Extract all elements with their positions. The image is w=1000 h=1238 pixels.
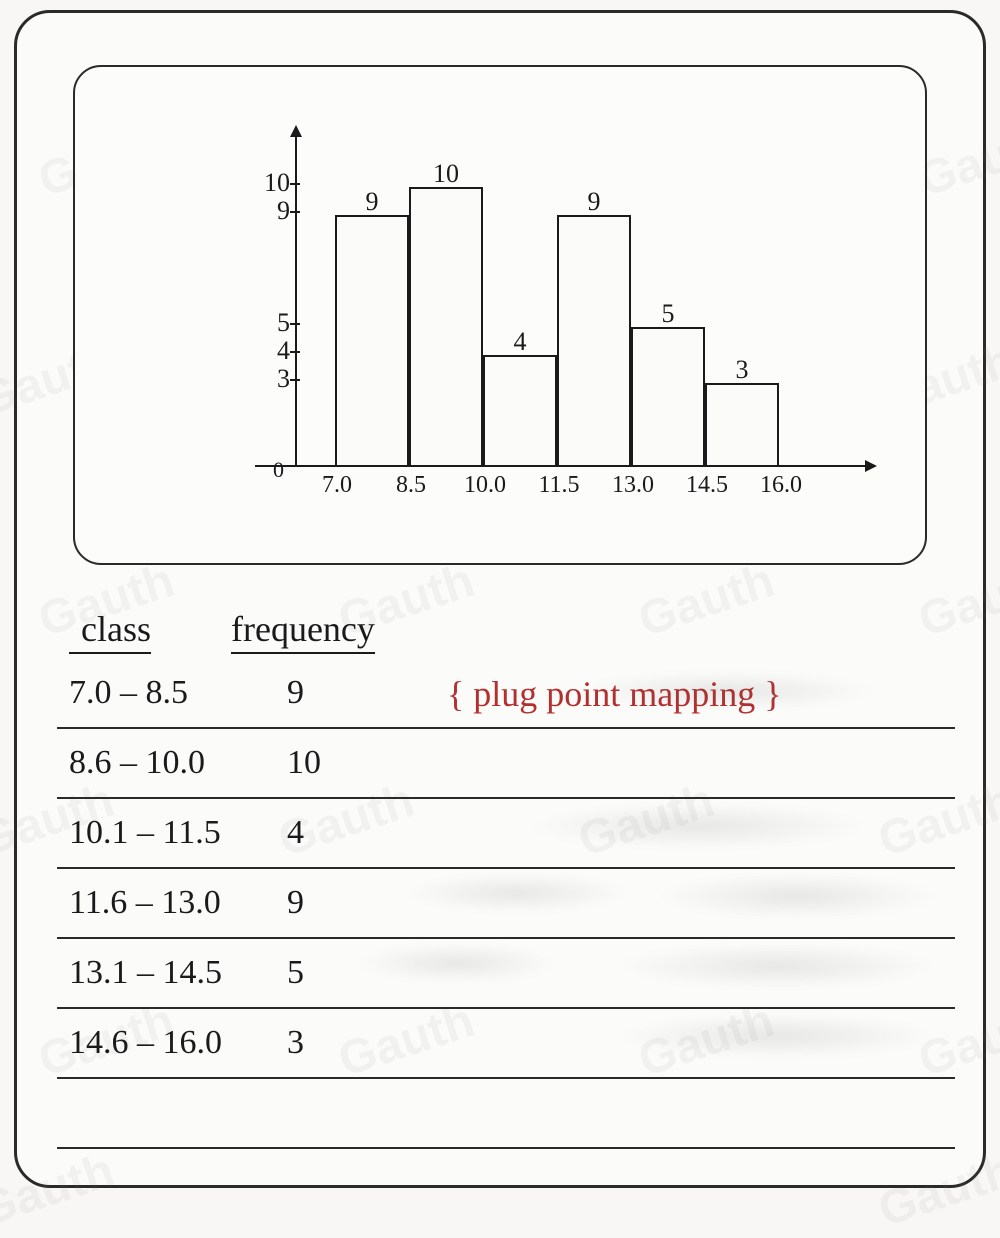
y-tick bbox=[290, 351, 300, 353]
pencil-smudge bbox=[357, 943, 557, 983]
y-tick-label: 9 bbox=[277, 196, 290, 226]
table-row: 8.6 – 10.0 10 bbox=[57, 729, 955, 799]
y-tick-label: 4 bbox=[277, 336, 290, 366]
x-tick-label: 7.0 bbox=[322, 472, 352, 499]
histogram-bar: 4 bbox=[483, 355, 557, 467]
table-cell-freq: 9 bbox=[287, 884, 407, 922]
table-cell-freq: 10 bbox=[287, 744, 407, 782]
y-tick-label: 5 bbox=[277, 308, 290, 338]
table-cell-class: 8.6 – 10.0 bbox=[57, 744, 287, 782]
bar-value-label: 3 bbox=[707, 355, 777, 385]
x-tick-label: 8.5 bbox=[396, 472, 426, 499]
histogram-bar: 9 bbox=[557, 215, 631, 467]
chart-panel: 0 10 9 5 4 3 9 10 4 9 bbox=[73, 65, 927, 565]
y-tick bbox=[290, 211, 300, 213]
table-header-row: class frequency bbox=[57, 603, 955, 659]
x-tick-label: 11.5 bbox=[538, 472, 579, 499]
table-cell-class: 10.1 – 11.5 bbox=[57, 814, 287, 852]
x-tick-label: 10.0 bbox=[464, 472, 506, 499]
table-cell-class: 14.6 – 16.0 bbox=[57, 1024, 287, 1062]
histogram-chart: 0 10 9 5 4 3 9 10 4 9 bbox=[235, 147, 815, 507]
histogram-bar: 3 bbox=[705, 383, 779, 467]
y-tick bbox=[290, 323, 300, 325]
table-cell-freq: 4 bbox=[287, 814, 407, 852]
origin-label: 0 bbox=[273, 457, 284, 483]
y-tick bbox=[290, 379, 300, 381]
frequency-table: class frequency 7.0 – 8.5 9 8.6 – 10.0 1… bbox=[57, 603, 955, 1155]
page-frame: Gauth Gauth Gauth Gauth Gauth Gauth Gaut… bbox=[14, 10, 986, 1188]
pencil-smudge bbox=[617, 1013, 937, 1059]
table-cell-freq: 3 bbox=[287, 1024, 407, 1062]
histogram-bar: 5 bbox=[631, 327, 705, 467]
table-cell-class: 7.0 – 8.5 bbox=[57, 674, 287, 712]
pencil-smudge bbox=[577, 671, 877, 711]
table-cell-class: 13.1 – 14.5 bbox=[57, 954, 287, 992]
x-tick-label: 14.5 bbox=[686, 472, 728, 499]
bar-value-label: 5 bbox=[633, 299, 703, 329]
bar-value-label: 10 bbox=[411, 159, 481, 189]
histogram-bar: 10 bbox=[409, 187, 483, 467]
y-axis bbox=[295, 127, 297, 467]
table-header-class: class bbox=[69, 608, 151, 654]
bar-value-label: 4 bbox=[485, 327, 555, 357]
table-cell-freq: 9 bbox=[287, 674, 407, 712]
x-tick-label: 16.0 bbox=[760, 472, 802, 499]
table-header-frequency: frequency bbox=[231, 608, 375, 654]
y-tick-label: 10 bbox=[264, 168, 290, 198]
y-tick-label: 3 bbox=[277, 364, 290, 394]
table-cell-class: 11.6 – 13.0 bbox=[57, 884, 287, 922]
bar-value-label: 9 bbox=[559, 187, 629, 217]
histogram-bar: 9 bbox=[335, 215, 409, 467]
blank-line bbox=[57, 1079, 955, 1149]
pencil-smudge bbox=[407, 873, 627, 913]
x-tick-label: 13.0 bbox=[612, 472, 654, 499]
pencil-smudge bbox=[657, 873, 937, 919]
pencil-smudge bbox=[527, 803, 867, 849]
y-tick bbox=[290, 183, 300, 185]
blank-line bbox=[57, 1149, 955, 1219]
bar-value-label: 9 bbox=[337, 187, 407, 217]
pencil-smudge bbox=[617, 943, 937, 989]
